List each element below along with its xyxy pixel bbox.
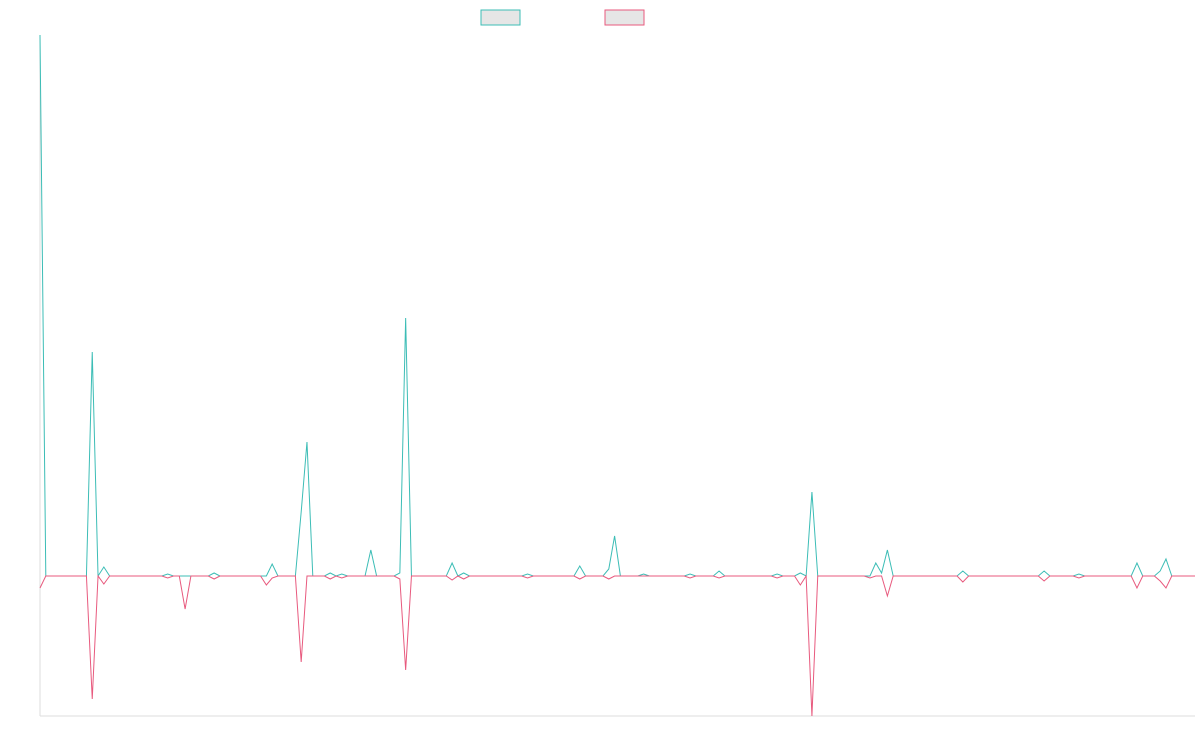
legend-swatch [604, 9, 645, 26]
legend-swatch [480, 9, 521, 26]
series-line [39, 34, 1195, 578]
series-line [39, 574, 1195, 717]
